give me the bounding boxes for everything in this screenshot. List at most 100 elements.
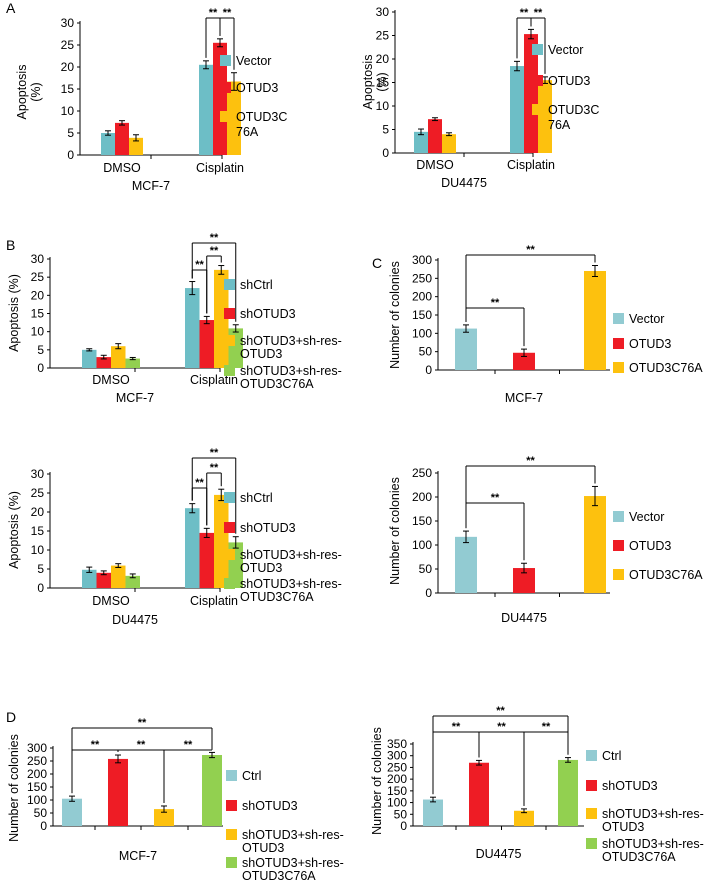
y-tick-label: 30 — [31, 252, 45, 266]
legend-label-line: OTUD3 — [240, 347, 282, 361]
legend-swatch — [220, 82, 231, 93]
legend-swatch — [224, 549, 235, 560]
legend-label: shOTUD3+sh-res-OTUD3 — [602, 807, 704, 834]
legend-swatch — [613, 540, 624, 551]
bar — [514, 810, 534, 826]
cell-line-label: DU4475 — [112, 613, 158, 627]
y-tick-label: 200 — [27, 767, 47, 781]
significance-label: ** — [210, 245, 219, 257]
y-tick-label: 30 — [31, 467, 45, 481]
y-tick-label: 25 — [376, 29, 390, 43]
bar — [125, 358, 140, 368]
legend-label-line: Vector — [236, 54, 271, 68]
y-axis-label-line: Number of colonies — [370, 727, 384, 835]
cell-line-label: DU4475 — [476, 847, 522, 861]
y-axis-label-line: Apoptosis (%) — [7, 274, 21, 352]
y-tick-label: 150 — [412, 514, 432, 528]
bar — [115, 122, 129, 155]
bar — [538, 80, 552, 153]
legend-swatch — [613, 362, 624, 373]
bar — [111, 565, 126, 588]
y-tick-label: 250 — [412, 466, 432, 480]
legend-swatch — [613, 511, 624, 522]
legend-label: OTUD3 — [236, 81, 278, 95]
y-tick-label: 0 — [40, 819, 47, 833]
significance-label: ** — [520, 7, 529, 19]
y-tick-label: 200 — [387, 772, 407, 786]
legend-label-line: Vector — [548, 43, 583, 57]
x-tick-label: DMSO — [92, 373, 130, 387]
y-axis-label: Number of colonies — [370, 727, 384, 835]
x-tick-label: Cisplatin — [507, 158, 555, 172]
y-axis-label-line: (%) — [29, 82, 43, 101]
significance-label: ** — [452, 721, 461, 733]
y-tick-label: 300 — [27, 741, 47, 755]
y-axis-label-line: Number of colonies — [7, 734, 21, 842]
legend-label: shOTUD3+sh-res-OTUD3 — [240, 548, 342, 575]
chart-a2: 0 5 10 15 20 25 30 Apoptosis(%) DMSO Cisplatin DU4… — [361, 5, 599, 190]
y-tick-label: 250 — [27, 754, 47, 768]
y-tick-label: 150 — [412, 308, 432, 322]
bar — [455, 536, 477, 593]
significance-label: ** — [542, 721, 551, 733]
y-tick-label: 0 — [67, 148, 74, 162]
legend-label: Ctrl — [602, 749, 621, 763]
y-axis-label: Number of colonies — [7, 734, 21, 842]
significance-label: ** — [491, 492, 500, 504]
bar — [442, 134, 456, 153]
y-tick-label: 0 — [37, 581, 44, 595]
y-tick-label: 350 — [387, 737, 407, 751]
y-tick-label: 20 — [31, 505, 45, 519]
significance-label: ** — [210, 232, 219, 244]
legend-swatch — [226, 800, 237, 811]
significance-label: ** — [526, 455, 535, 467]
significance-label: ** — [184, 739, 193, 751]
legend-label: shOTUD3 — [240, 521, 296, 535]
legend-label-line: shOTUD3 — [240, 521, 296, 535]
legend-swatch — [613, 338, 624, 349]
x-tick-label: Cisplatin — [190, 594, 238, 608]
bar — [101, 133, 115, 155]
legend-swatch — [532, 44, 543, 55]
bar — [154, 809, 174, 826]
cell-line-label: MCF-7 — [116, 391, 154, 405]
significance-label: ** — [491, 297, 500, 309]
legend-swatch — [224, 522, 235, 533]
legend-swatch — [226, 770, 237, 781]
significance-label: ** — [210, 462, 219, 474]
legend-label: Ctrl — [242, 769, 261, 783]
cell-line-label: DU4475 — [441, 176, 487, 190]
legend-swatch — [586, 750, 597, 761]
bar — [510, 66, 524, 153]
chart-c1: 0 50 100 150 200 250 300 Number of colonies MCF-… — [388, 244, 703, 405]
bar — [227, 81, 241, 155]
significance-label: ** — [138, 717, 147, 729]
legend-label: shCtrl — [240, 278, 273, 292]
bar — [199, 64, 213, 155]
legend-label: shOTUD3+sh-res-OTUD3C76A — [602, 837, 704, 864]
bar — [213, 42, 227, 155]
legend-label-line: OTUD3 — [240, 561, 282, 575]
legend-swatch — [586, 780, 597, 791]
y-tick-label: 10 — [376, 99, 390, 113]
significance-label: ** — [195, 259, 204, 271]
y-axis-label: Apoptosis (%) — [7, 491, 21, 569]
cell-line-label: MCF-7 — [119, 849, 157, 863]
bar — [82, 569, 97, 588]
legend-label-line: OTUD3 — [629, 539, 671, 553]
bar — [202, 755, 222, 826]
y-tick-label: 0 — [425, 586, 432, 600]
legend-label-line: OTUD3 — [548, 74, 590, 88]
chart-b1: 0 5 10 15 20 25 30 Apoptosis (%) DMSO Cisplatin MC… — [7, 232, 342, 405]
panel-label-d: D — [6, 709, 16, 725]
y-tick-label: 30 — [376, 5, 390, 19]
significance-label: ** — [137, 739, 146, 751]
bar — [469, 762, 489, 826]
legend-swatch — [532, 104, 543, 115]
significance-label: ** — [526, 244, 535, 256]
y-tick-label: 250 — [387, 760, 407, 774]
y-tick-label: 5 — [37, 343, 44, 357]
legend-label-line: shOTUD3+sh-res- — [242, 856, 344, 870]
